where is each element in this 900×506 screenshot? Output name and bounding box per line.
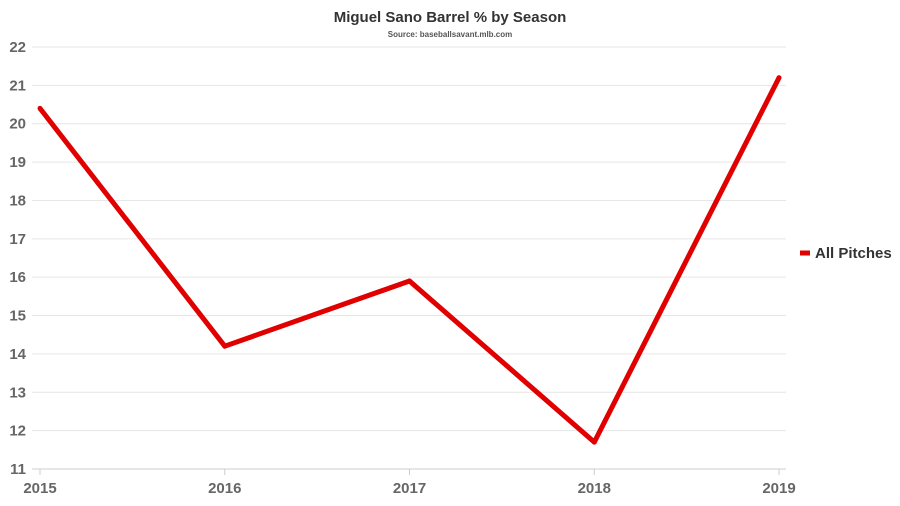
y-tick-label: 20 [9, 116, 26, 133]
y-tick-label: 12 [9, 423, 26, 440]
y-tick-label: 11 [10, 461, 26, 478]
y-tick-label: 17 [9, 231, 26, 248]
chart-title: Miguel Sano Barrel % by Season [334, 9, 567, 26]
y-tick-label: 16 [9, 269, 26, 286]
y-tick-label: 18 [9, 192, 26, 209]
series-line [38, 76, 782, 445]
legend: All Pitches [800, 245, 892, 262]
y-tick-label: 19 [9, 154, 26, 171]
y-tick-label: 22 [9, 39, 26, 56]
y-tick-label: 15 [9, 308, 26, 325]
x-tick-label: 2018 [578, 480, 611, 497]
data-point [591, 439, 597, 445]
x-tick-label: 2017 [393, 480, 426, 497]
x-tick-label: 2015 [23, 480, 56, 497]
x-tick-label: 2019 [762, 480, 795, 497]
data-point [222, 343, 228, 349]
gridlines [32, 46, 786, 432]
x-tick-label: 2016 [208, 480, 241, 497]
axes: 11 12 13 14 15 16 17 18 19 20 21 22 2015 2016 2017 2018… [9, 39, 795, 497]
data-point [776, 75, 782, 81]
y-tick-label: 13 [9, 384, 26, 401]
legend-label: All Pitches [815, 245, 892, 262]
y-tick-label: 14 [9, 346, 26, 363]
data-point [407, 278, 412, 284]
y-tick-label: 21 [9, 77, 26, 94]
chart-subtitle: Source: baseballsavant.mlb.com [388, 30, 513, 39]
series-layer [37, 75, 782, 445]
data-point [37, 105, 43, 111]
